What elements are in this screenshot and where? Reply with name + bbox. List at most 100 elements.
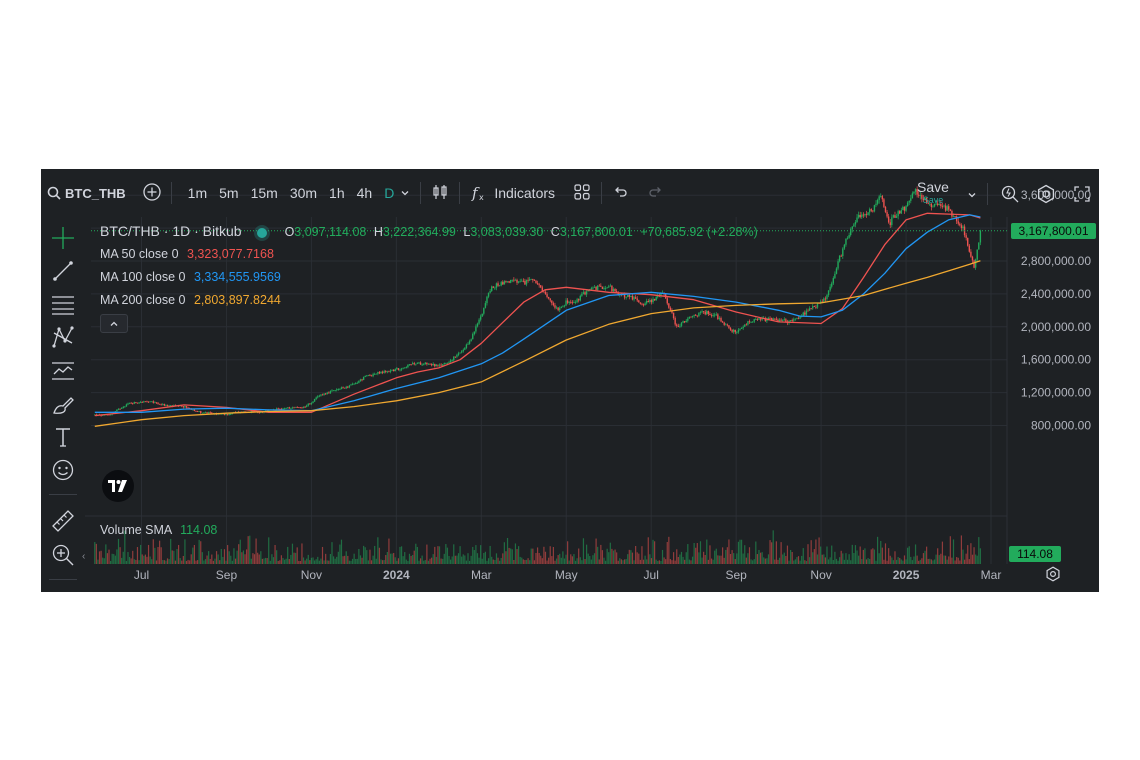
crosshair-tool[interactable] — [51, 226, 75, 250]
forecast-tool[interactable] — [51, 359, 75, 383]
volume-bar — [944, 555, 947, 564]
layouts-button[interactable] — [573, 183, 591, 204]
volume-bar — [837, 560, 839, 564]
volume-bar — [587, 553, 589, 564]
legend-ma100[interactable]: MA 100 close 0 3,334,555.9569 — [100, 270, 281, 284]
candle-body — [944, 205, 947, 211]
volume-bar — [225, 560, 227, 564]
candle-body — [835, 268, 838, 274]
redo-button[interactable] — [648, 184, 664, 203]
candle-body — [157, 402, 159, 404]
legend-ma50[interactable]: MA 50 close 0 3,323,077.7168 — [100, 247, 274, 261]
measure-tool[interactable] — [51, 509, 75, 533]
volume-bar — [778, 557, 781, 564]
interval-5m[interactable]: 5m — [219, 185, 239, 201]
volume-bar — [516, 549, 518, 564]
candle-body — [683, 321, 686, 323]
candle-body — [427, 363, 430, 365]
interval-4h[interactable]: 4h — [356, 185, 373, 201]
volume-bar — [752, 560, 754, 564]
zoom-in-tool[interactable] — [51, 543, 75, 567]
interval-1m[interactable]: 1m — [187, 185, 208, 201]
candle-body — [347, 386, 349, 388]
candle-body — [971, 256, 974, 261]
axis-settings-button[interactable] — [1045, 566, 1061, 587]
save-button[interactable]: Save Save — [917, 180, 949, 207]
interval-dropdown[interactable] — [400, 185, 410, 201]
volume-legend[interactable]: Volume SMA 114.08 — [100, 523, 217, 537]
volume-bar — [388, 538, 390, 564]
candle-body — [565, 300, 567, 306]
settings-button[interactable] — [1036, 184, 1056, 207]
volume-bar — [475, 545, 477, 564]
volume-bar — [264, 557, 267, 564]
candle-body — [451, 360, 453, 362]
candle-body — [370, 375, 373, 377]
pattern-tool[interactable] — [51, 325, 75, 349]
trendline-tool[interactable] — [51, 259, 75, 283]
volume-bar — [940, 553, 942, 564]
candle-body — [709, 313, 711, 315]
scroll-left-icon[interactable]: ‹ — [82, 551, 86, 562]
legend-ma200[interactable]: MA 200 close 0 2,803,897.8244 — [100, 293, 281, 307]
compare-button[interactable] — [143, 182, 161, 204]
candle-body — [954, 216, 956, 218]
volume-bar — [350, 560, 352, 564]
candle-body — [573, 302, 575, 304]
candle-body — [899, 211, 901, 214]
ma-line-2 — [94, 214, 981, 413]
volume-bar — [419, 558, 422, 564]
candle-body — [536, 283, 539, 285]
volume-bar — [704, 554, 706, 564]
candle-body — [187, 407, 189, 409]
text-tool[interactable] — [51, 425, 75, 449]
volume-bar — [310, 557, 313, 564]
candle-body — [473, 331, 476, 335]
interval-30m[interactable]: 30m — [289, 185, 318, 201]
volume-bar — [744, 545, 746, 564]
volume-bar — [386, 551, 388, 564]
chart-type-button[interactable] — [431, 183, 449, 204]
candle-body — [777, 319, 779, 322]
candle-body — [489, 291, 491, 293]
candle-body — [94, 414, 96, 416]
legend-collapse-button[interactable] — [100, 314, 128, 333]
interval-15m[interactable]: 15m — [250, 185, 278, 201]
candle-body — [652, 298, 654, 303]
volume-bar — [94, 542, 96, 564]
quick-search-button[interactable] — [1000, 184, 1020, 207]
candle-body — [343, 387, 346, 389]
volume-value: 114.08 — [180, 523, 218, 537]
candle-body — [812, 306, 814, 309]
candle-body — [201, 412, 204, 414]
save-dropdown[interactable] — [967, 187, 977, 203]
brush-tool[interactable] — [51, 392, 75, 416]
volume-bar — [198, 539, 200, 564]
fib-tool[interactable] — [51, 292, 75, 316]
volume-bar — [672, 552, 675, 564]
symbol-search[interactable]: BTC_THB — [47, 186, 126, 201]
tradingview-logo[interactable] — [102, 470, 134, 502]
volume-bar — [453, 544, 455, 564]
interval-1h[interactable]: 1h — [329, 185, 345, 201]
volume-bar — [518, 546, 520, 564]
emoji-tool[interactable] — [51, 458, 75, 482]
candle-body — [328, 392, 330, 394]
volume-bar — [731, 550, 733, 564]
volume-bar — [290, 554, 292, 564]
candle-body — [978, 242, 980, 250]
volume-bar — [130, 558, 132, 564]
volume-bar — [405, 559, 407, 564]
volume-bar — [674, 560, 676, 564]
fullscreen-button[interactable] — [1073, 185, 1091, 206]
interval-d[interactable]: D — [384, 185, 395, 201]
volume-bar — [492, 559, 494, 564]
volume-bar — [804, 560, 806, 564]
candle-body — [581, 293, 583, 296]
undo-button[interactable] — [612, 184, 628, 203]
candle-body — [413, 363, 415, 365]
volume-bar — [521, 557, 523, 564]
candle-body — [574, 302, 577, 303]
candle-body — [546, 294, 548, 297]
